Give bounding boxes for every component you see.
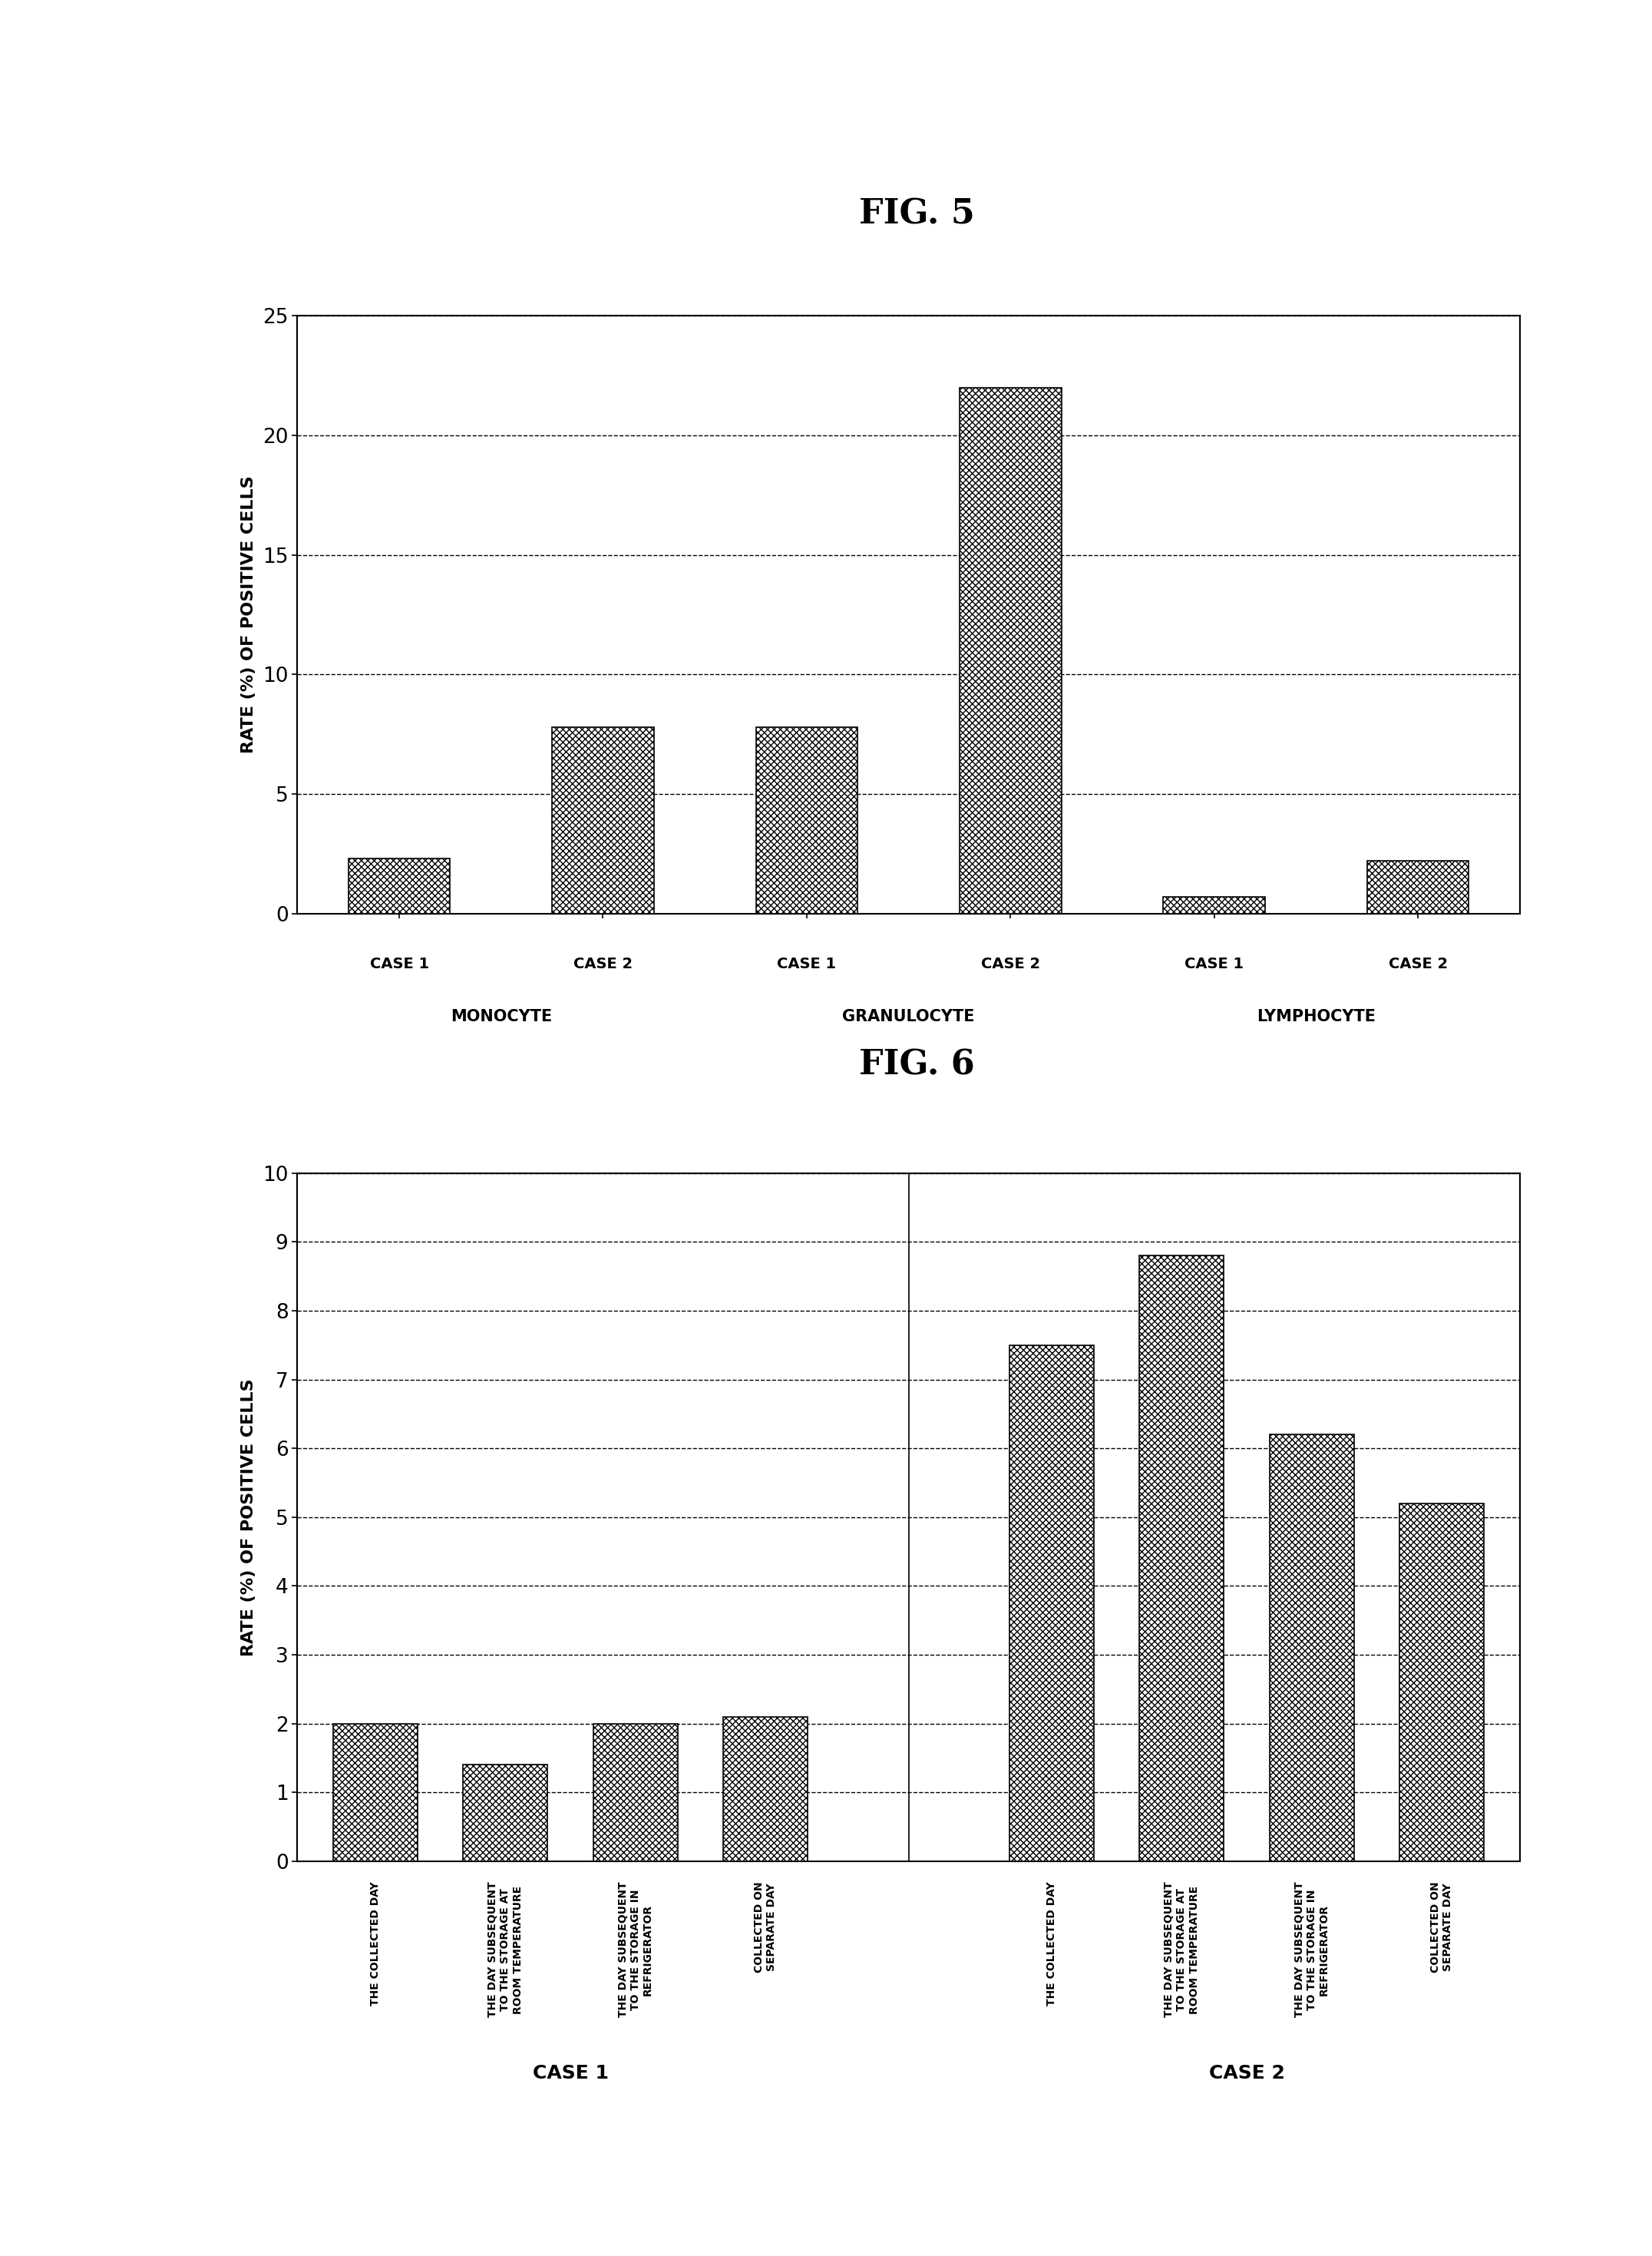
Text: CASE 1: CASE 1 (1184, 957, 1244, 972)
Text: FIG. 5: FIG. 5 (859, 199, 975, 230)
Bar (1140, 1257, 1224, 1861)
Bar (755, 726, 857, 914)
Bar (1399, 1502, 1483, 1861)
Text: CASE 1: CASE 1 (532, 2064, 608, 2082)
Text: THE COLLECTED DAY: THE COLLECTED DAY (1046, 1882, 1057, 2006)
Bar (349, 860, 449, 914)
Bar (593, 1724, 677, 1861)
Bar (1009, 1345, 1094, 1861)
Text: LYMPHOCYTE: LYMPHOCYTE (1257, 1008, 1376, 1024)
Text: CASE 2: CASE 2 (981, 957, 1041, 972)
Y-axis label: RATE (%) OF POSITIVE CELLS: RATE (%) OF POSITIVE CELLS (241, 476, 256, 754)
Bar (1163, 898, 1265, 914)
Bar (1366, 862, 1469, 914)
Text: GRANULOCYTE: GRANULOCYTE (843, 1008, 975, 1024)
Text: THE DAY SUBSEQUENT
TO THE STORAGE AT
ROOM TEMPERATURE: THE DAY SUBSEQUENT TO THE STORAGE AT ROO… (487, 1882, 524, 2017)
Text: THE DAY SUBSEQUENT
TO THE STORAGE IN
REFRIGERATOR: THE DAY SUBSEQUENT TO THE STORAGE IN REF… (1294, 1882, 1330, 2017)
Text: COLLECTED ON
SEPARATE DAY: COLLECTED ON SEPARATE DAY (1431, 1882, 1454, 1974)
Y-axis label: RATE (%) OF POSITIVE CELLS: RATE (%) OF POSITIVE CELLS (241, 1378, 256, 1656)
Bar (724, 1717, 808, 1861)
Text: MONOCYTE: MONOCYTE (451, 1008, 552, 1024)
Bar (463, 1764, 548, 1861)
Text: THE COLLECTED DAY: THE COLLECTED DAY (370, 1882, 380, 2006)
Text: THE DAY SUBSEQUENT
TO THE STORAGE IN
REFRIGERATOR: THE DAY SUBSEQUENT TO THE STORAGE IN REF… (618, 1882, 653, 2017)
Bar (1269, 1435, 1355, 1861)
Text: CASE 1: CASE 1 (776, 957, 836, 972)
Text: THE DAY SUBSEQUENT
TO THE STORAGE AT
ROOM TEMPERATURE: THE DAY SUBSEQUENT TO THE STORAGE AT ROO… (1165, 1882, 1199, 2017)
Text: CASE 2: CASE 2 (1209, 2064, 1285, 2082)
Bar (960, 388, 1061, 914)
Text: CASE 2: CASE 2 (1388, 957, 1447, 972)
Text: COLLECTED ON
SEPARATE DAY: COLLECTED ON SEPARATE DAY (753, 1882, 776, 1974)
Text: CASE 1: CASE 1 (370, 957, 430, 972)
Text: CASE 2: CASE 2 (573, 957, 633, 972)
Bar (552, 726, 654, 914)
Bar (334, 1724, 418, 1861)
Text: FIG. 6: FIG. 6 (859, 1049, 975, 1081)
